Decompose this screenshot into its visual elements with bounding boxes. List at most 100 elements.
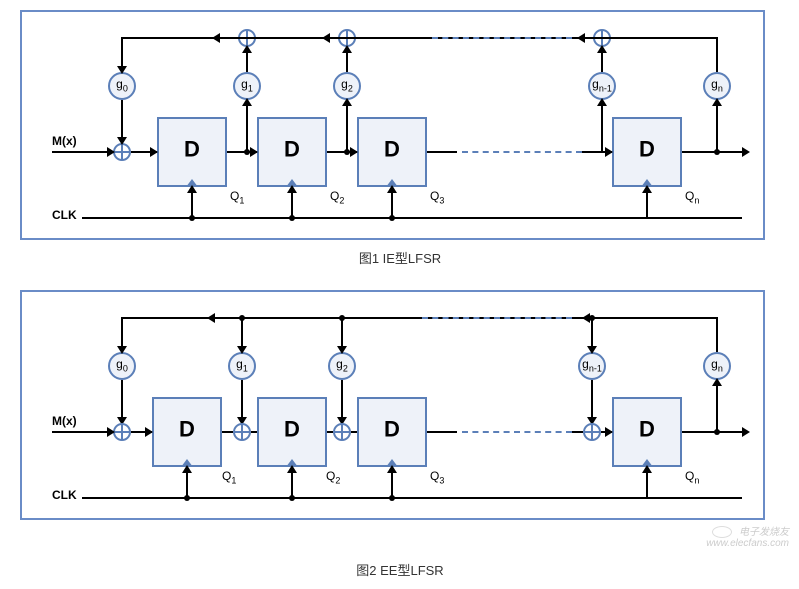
wire-g2-down: [346, 100, 348, 152]
gn1-circle: gn-1: [588, 72, 616, 100]
wire-mx-in-2: [52, 431, 113, 433]
arrow-fb2-a: [207, 313, 215, 323]
figure-2-caption: 图2 EE型LFSR: [300, 560, 500, 579]
qn-label-2: Qn: [685, 469, 699, 485]
arrow-g0-in: [117, 66, 127, 74]
arrow-gn1-tap: [597, 98, 607, 106]
watermark: 电子发烧友 www.elecfans.com: [706, 523, 789, 549]
wire-d3-out-2: [427, 431, 457, 433]
g2-circle: g2: [333, 72, 361, 100]
arrow-g1-up: [242, 45, 252, 53]
junction-top-g2: [339, 315, 345, 321]
arrow-clk-d3: [387, 185, 397, 193]
page: g0 g1 g2 gn-1 gn D D D D: [0, 0, 799, 589]
arrow-top-g1-2: [237, 346, 247, 354]
junction-clk-d2: [289, 215, 295, 221]
q3-label-2: Q3: [430, 469, 444, 485]
arrow-clk-d1-2: [182, 465, 192, 473]
wire-d2-x2: [327, 431, 333, 433]
xor-mid-0: [113, 423, 131, 441]
junction-clk-d1-2: [184, 495, 190, 501]
arrow-clk-dn: [642, 185, 652, 193]
g0-circle-2: g0: [108, 352, 136, 380]
wire-clk-1: [82, 217, 742, 219]
wire-dn-out-2: [682, 431, 747, 433]
junction-top-g1: [239, 315, 245, 321]
wire-gn-up: [716, 37, 718, 72]
arrow-g2-up: [342, 45, 352, 53]
arrow-clk-d2-2: [287, 465, 297, 473]
wire-dn-out: [682, 151, 747, 153]
dash-top-2: [422, 317, 572, 319]
q3-label: Q3: [430, 189, 444, 205]
wire-gn-down-2: [716, 380, 718, 432]
arrow-clk-d3-2: [387, 465, 397, 473]
watermark-logo-icon: [712, 526, 732, 538]
dff-1-2: D: [152, 397, 222, 467]
g1-circle-2: g1: [228, 352, 256, 380]
gn-circle-2: gn: [703, 352, 731, 380]
arrow-dn-in: [605, 147, 613, 157]
d-label-1: D: [159, 136, 225, 162]
dash-mid-1: [462, 151, 582, 153]
gn1-sub: n-1: [599, 83, 612, 93]
arrow-d2-in: [250, 147, 258, 157]
arrow-g1-tap: [242, 98, 252, 106]
arrow-top-g0-2: [117, 346, 127, 354]
wire-g1-down: [246, 100, 248, 152]
gn1-label: g: [592, 77, 599, 91]
q1-label-2: Q1: [222, 469, 236, 485]
gn-sub: n: [718, 83, 723, 93]
q2-label: Q2: [330, 189, 344, 205]
arrow-mx: [107, 147, 115, 157]
arrow-d1-in-2: [145, 427, 153, 437]
dff-3-2: D: [357, 397, 427, 467]
arrow-g2-tap: [342, 98, 352, 106]
wire-gn1-down: [601, 100, 603, 152]
g0-sub: 0: [123, 83, 128, 93]
arrow-clk-dn-2: [642, 465, 652, 473]
junction-clk-d3-2: [389, 495, 395, 501]
figure-2-panel: g0 g1 g2 gn-1 gn D: [20, 290, 765, 520]
wire-mx-in: [52, 151, 113, 153]
arrow-clk-d2: [287, 185, 297, 193]
junction-clk-d1: [189, 215, 195, 221]
arrow-clk-d1: [187, 185, 197, 193]
watermark-url: www.elecfans.com: [706, 538, 789, 549]
clk-label-1: CLK: [52, 208, 77, 222]
arrow-fb-seg0: [212, 33, 220, 43]
arrow-dn-in-2: [605, 427, 613, 437]
g0-circle: g0: [108, 72, 136, 100]
wire-xn1-pre: [572, 431, 583, 433]
mx-label-2: M(x): [52, 414, 77, 428]
qn-label: Qn: [685, 189, 699, 205]
d-label-3: D: [359, 136, 425, 162]
watermark-name: 电子发烧友: [739, 527, 789, 538]
arrow-gn1-up: [597, 45, 607, 53]
g1-sub: 1: [248, 83, 253, 93]
junction-clk-d3: [389, 215, 395, 221]
arrow-out-1: [742, 147, 750, 157]
dash-mid-2: [462, 431, 572, 433]
wire-d1-x1: [222, 431, 233, 433]
g2-sub: 2: [348, 83, 353, 93]
arrow-top-gn1-2: [587, 346, 597, 354]
arrow-mx-2: [107, 427, 115, 437]
dash-top: [432, 37, 572, 39]
figure-1-caption: 图1 IE型LFSR: [300, 248, 500, 267]
arrow-g0-xor: [117, 137, 127, 145]
junction-top-gn1: [589, 315, 595, 321]
arrow-fb-seg1: [322, 33, 330, 43]
g1-label: g: [241, 77, 248, 91]
xor-mid-1: [233, 423, 251, 441]
q1-label: Q1: [230, 189, 244, 205]
d-label-n: D: [614, 136, 680, 162]
figure-1-panel: g0 g1 g2 gn-1 gn D D D D: [20, 10, 765, 240]
wire-gn-down: [716, 100, 718, 152]
q2-label-2: Q2: [326, 469, 340, 485]
dff-3: D: [357, 117, 427, 187]
mx-label-1: M(x): [52, 134, 77, 148]
dff-n: D: [612, 117, 682, 187]
wire-clk-2: [82, 497, 742, 499]
xor-mid-n1: [583, 423, 601, 441]
